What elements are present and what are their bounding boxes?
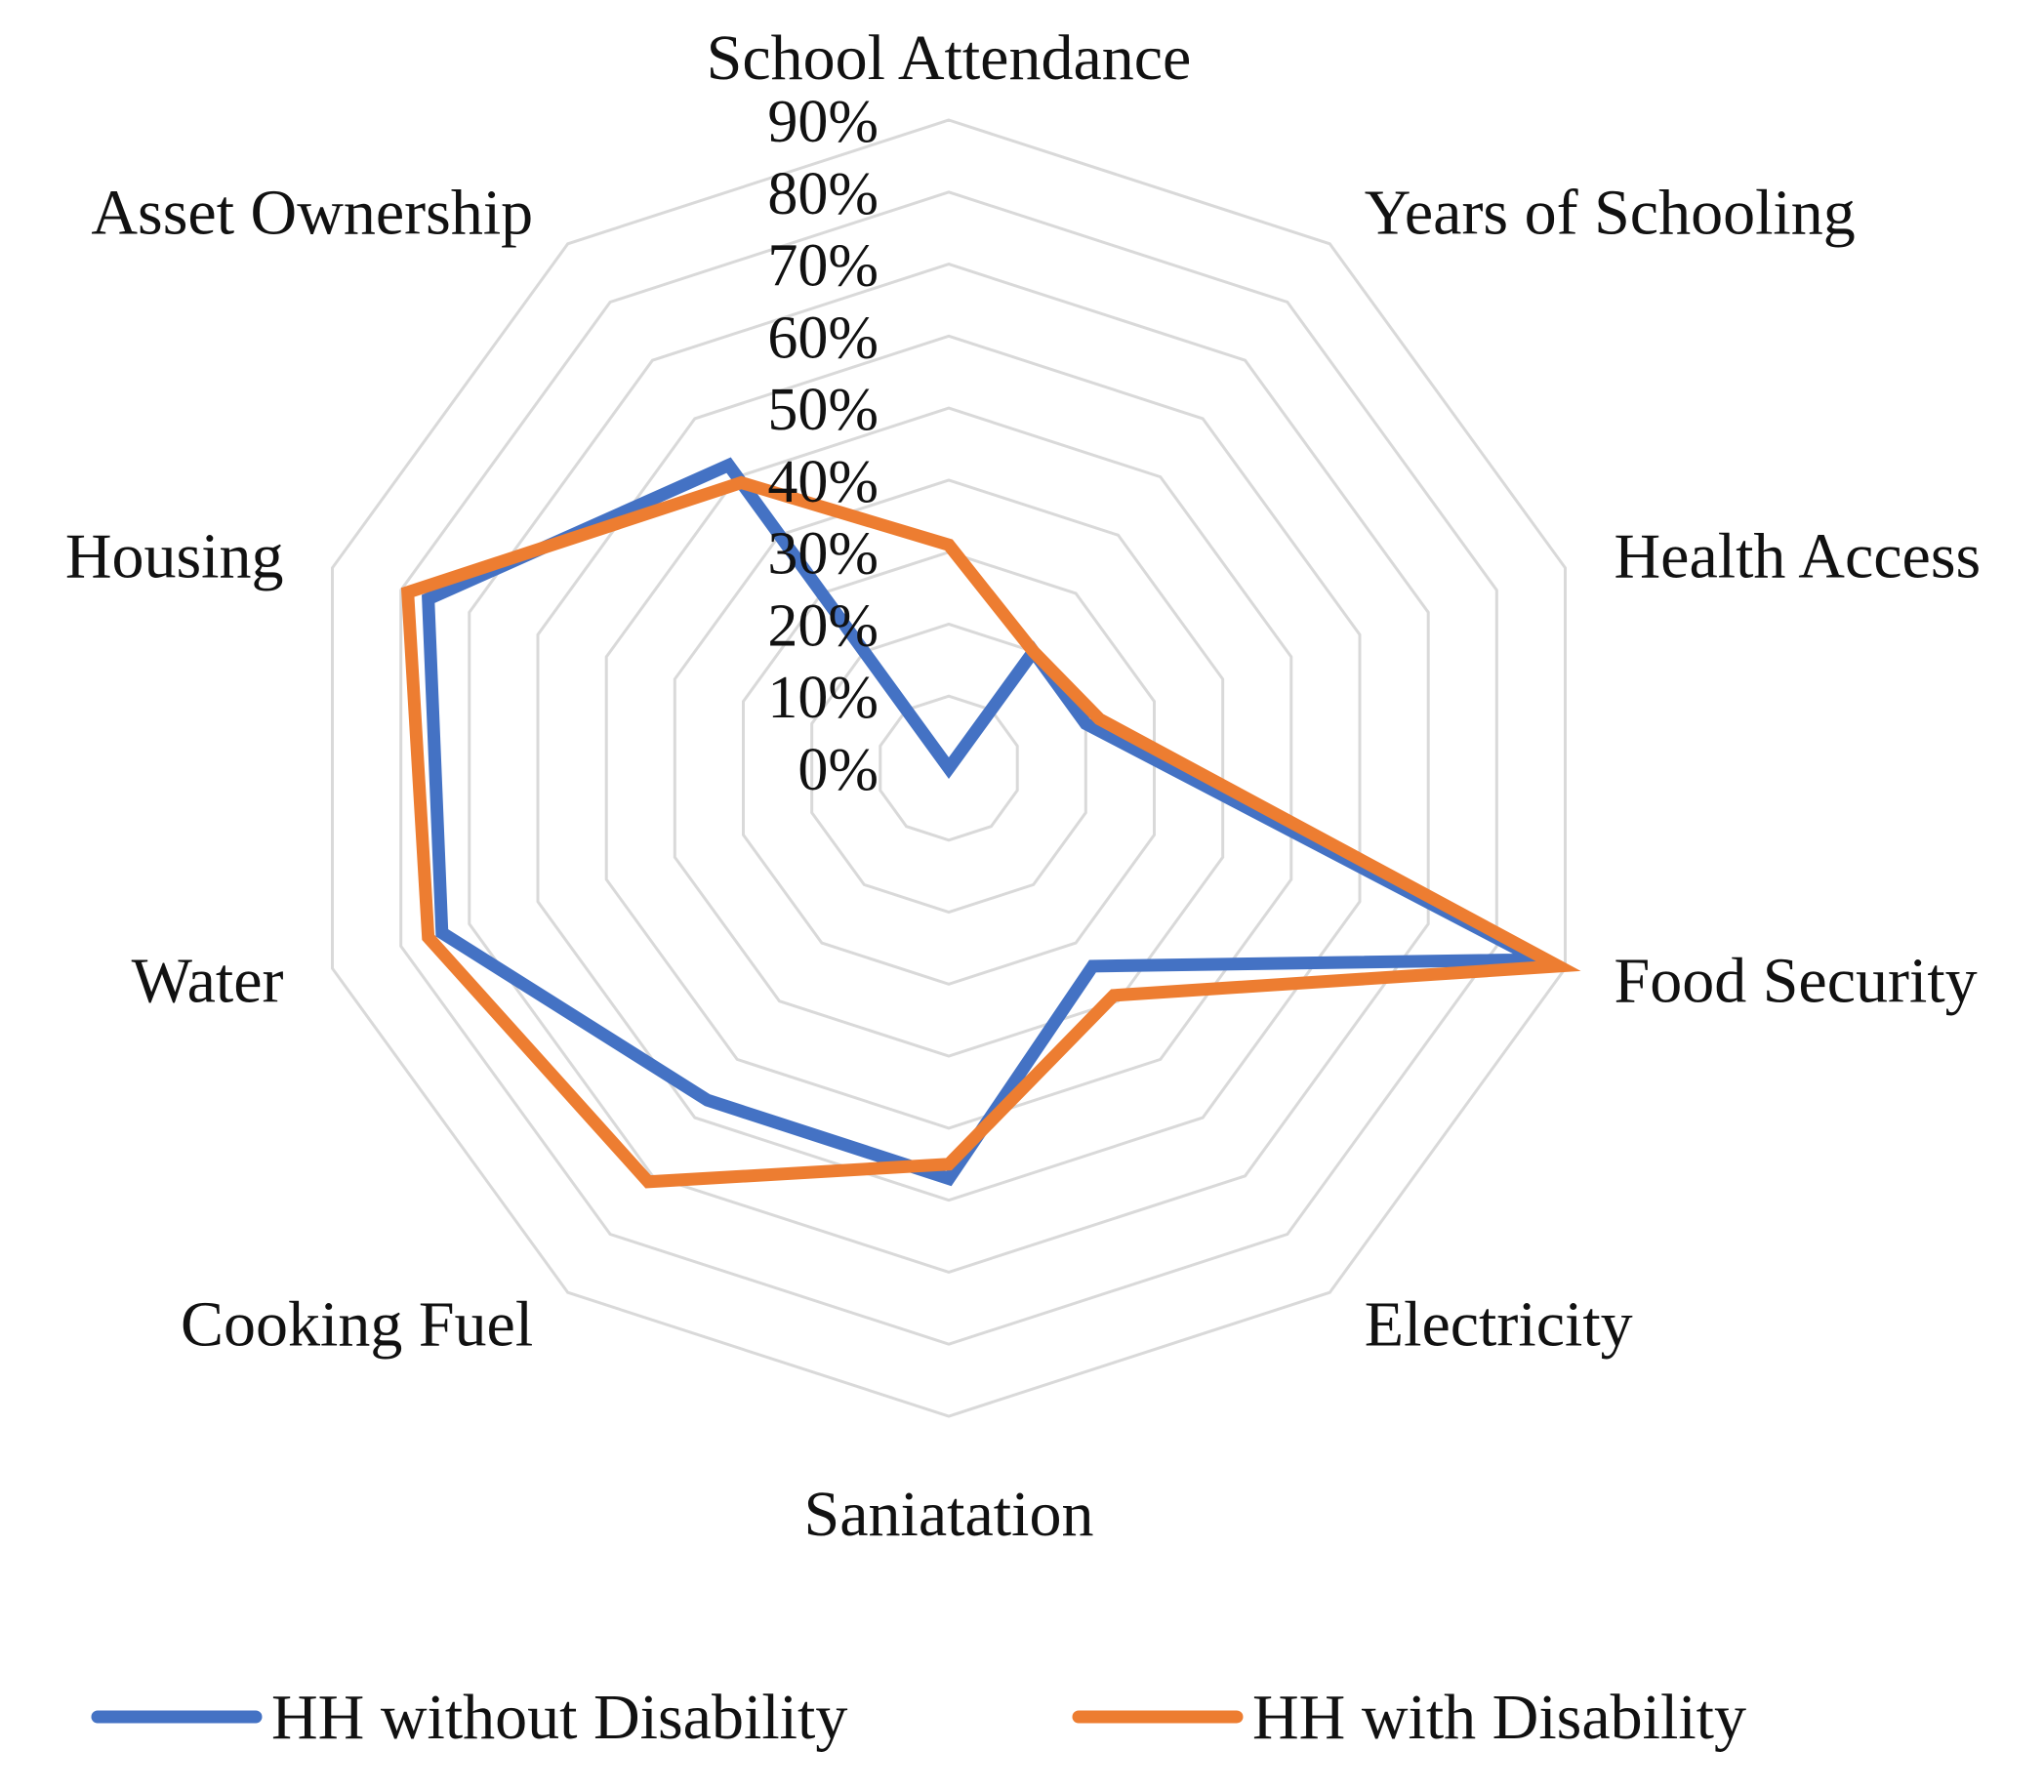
series-layer bbox=[400, 457, 1581, 1189]
r-tick-label: 40% bbox=[767, 449, 879, 515]
r-tick-label: 20% bbox=[767, 592, 879, 659]
category-label: Asset Ownership bbox=[91, 178, 533, 249]
grid-ring bbox=[536, 334, 1362, 1202]
category-label: Years of Schooling bbox=[1365, 178, 1856, 249]
r-axis-tick-labels: 0%10%20%30%40%50%60%70%80%90% bbox=[767, 89, 879, 803]
r-tick-label: 80% bbox=[767, 161, 879, 227]
grid-layer bbox=[331, 118, 1567, 1418]
r-tick-label: 10% bbox=[767, 665, 879, 731]
category-label: School Attendance bbox=[707, 22, 1192, 94]
category-label: Cooking Fuel bbox=[181, 1289, 533, 1361]
grid-ring bbox=[742, 550, 1156, 986]
r-tick-label: 50% bbox=[767, 377, 879, 443]
grid-ring bbox=[879, 694, 1019, 842]
category-label: Water bbox=[132, 946, 284, 1017]
category-label: Housing bbox=[65, 521, 284, 592]
category-label: Electricity bbox=[1365, 1289, 1633, 1361]
r-tick-label: 0% bbox=[797, 737, 879, 803]
legend: HH without Disability HH with Disability bbox=[91, 1682, 1746, 1753]
r-tick-label: 60% bbox=[767, 305, 879, 371]
r-tick-label: 70% bbox=[767, 233, 879, 300]
category-label: Saniatation bbox=[804, 1479, 1094, 1550]
r-tick-label: 30% bbox=[767, 521, 879, 588]
category-label: Food Security bbox=[1615, 946, 1978, 1017]
grid-ring bbox=[468, 263, 1430, 1274]
series-line-2 bbox=[400, 475, 1581, 1189]
grid-ring bbox=[331, 118, 1567, 1418]
grid-ring bbox=[604, 406, 1293, 1130]
series-line-1 bbox=[422, 457, 1541, 1187]
grid-ring bbox=[673, 478, 1225, 1058]
legend-label-2: HH with Disability bbox=[1252, 1682, 1746, 1753]
r-tick-label: 90% bbox=[767, 89, 879, 155]
category-label: Health Access bbox=[1615, 521, 1982, 592]
legend-label-1: HH without Disability bbox=[271, 1682, 847, 1753]
grid-ring bbox=[399, 190, 1498, 1346]
category-labels: School Attendance Years of Schooling Healt… bbox=[65, 22, 1981, 1550]
